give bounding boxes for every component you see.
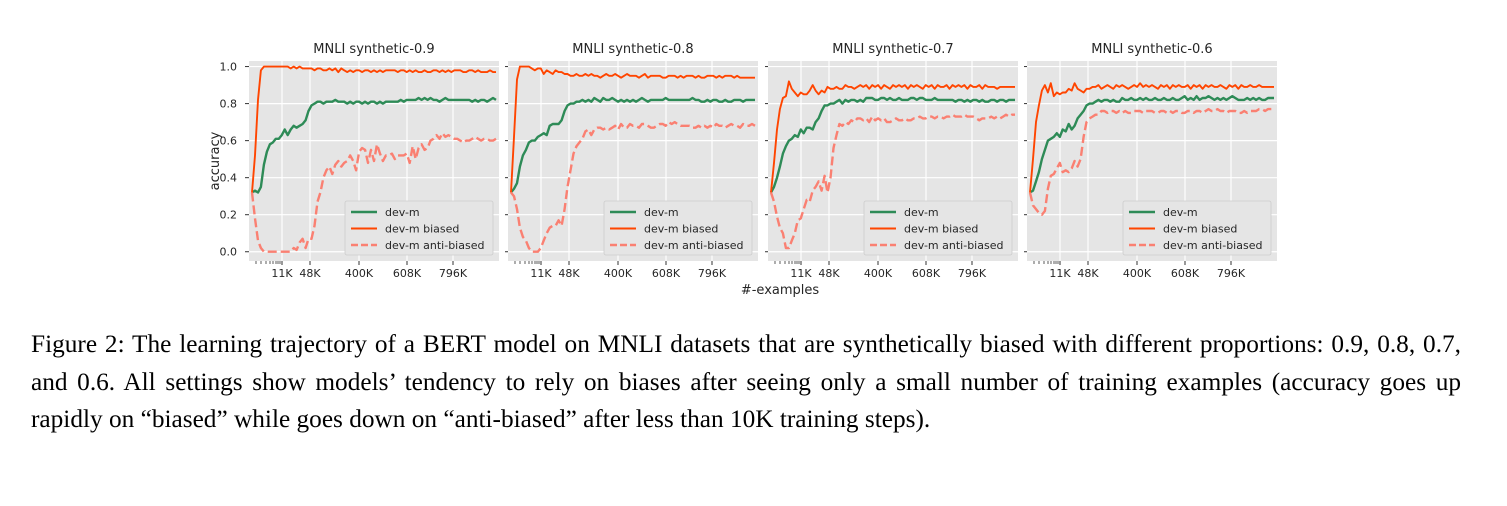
y-tick-label: 0.4 — [220, 172, 238, 185]
x-tick-label: 400K — [1123, 267, 1152, 280]
y-tick-label: 0.2 — [220, 209, 238, 222]
legend-box — [344, 200, 494, 256]
panel-title: MNLI synthetic-0.6 — [1091, 42, 1212, 57]
figure-caption: Figure 2: The learning trajectory of a B… — [31, 330, 1461, 433]
x-tick-label: 400K — [604, 267, 633, 280]
x-tick-label: 11K — [530, 267, 552, 280]
panel-2: 11K 48K 400K 608K 796K MNLI synthetic-0.8 dev-… — [505, 42, 758, 280]
x-axis-label: #-examples — [741, 283, 820, 298]
legend-entry: dev-m anti-biased — [904, 239, 1003, 252]
legend-box — [1122, 200, 1272, 256]
series-line-dev-m-biased — [1029, 82, 1274, 193]
x-tick-label: 400K — [345, 267, 374, 280]
series-line-dev-m-biased — [510, 65, 755, 193]
legend-entry: dev-m biased — [385, 223, 459, 236]
legend-entry: dev-m biased — [644, 223, 718, 236]
panel-title: MNLI synthetic-0.9 — [313, 42, 434, 57]
series-line-dev-m-anti-biased — [510, 120, 756, 253]
x-tick-label: 11K — [790, 267, 812, 280]
x-tick-label: 608K — [393, 267, 422, 280]
panel-title: MNLI synthetic-0.7 — [832, 42, 953, 57]
legend-box — [863, 200, 1013, 256]
panel-title: MNLI synthetic-0.8 — [572, 42, 693, 57]
legend-entry: dev-m anti-biased — [644, 239, 743, 252]
figure-svg: 0.0 0.2 0.4 0.6 0.8 1.0 11K 48K 400K 608K 796K MNLI… — [208, 42, 1277, 298]
x-tick-label: 796K — [958, 267, 987, 280]
series-line-dev-m-anti-biased — [769, 113, 1015, 250]
legend-entry: dev-m biased — [1163, 223, 1237, 236]
legend-box — [603, 200, 753, 256]
x-tick-label: 796K — [698, 267, 727, 280]
series-line-dev-m — [251, 96, 497, 194]
x-tick-label: 400K — [864, 267, 893, 280]
series-line-dev-m-biased — [770, 80, 1015, 193]
x-tick-label: 796K — [439, 267, 468, 280]
x-tick-label: 608K — [912, 267, 941, 280]
y-tick-label: 0.0 — [220, 246, 238, 259]
y-tick-label: 1.0 — [220, 61, 238, 74]
x-tick-label: 48K — [299, 267, 321, 280]
x-tick-label: 48K — [1077, 267, 1099, 280]
y-tick-label: 0.6 — [220, 135, 238, 148]
x-tick-label: 796K — [1217, 267, 1246, 280]
legend-entry: dev-m — [904, 206, 939, 219]
y-tick-label: 0.8 — [220, 98, 238, 111]
panel-4: 11K 48K 400K 608K 796K MNLI synthetic-0.6 dev-… — [1024, 42, 1277, 280]
y-axis-label: accuracy — [208, 131, 223, 190]
legend-entry: dev-m — [385, 206, 420, 219]
x-tick-label: 11K — [1049, 267, 1071, 280]
series-line-dev-m — [510, 96, 755, 194]
panel-3: 11K 48K 400K 608K 796K MNLI synthetic-0.7 dev-… — [765, 42, 1018, 280]
x-tick-label: 608K — [1171, 267, 1200, 280]
x-tick-label: 11K — [271, 267, 293, 280]
legend-entry: dev-m anti-biased — [385, 239, 484, 252]
figure-2-chart-grid: 0.0 0.2 0.4 0.6 0.8 1.0 11K 48K 400K 608K 796K MNLI… — [208, 42, 1277, 298]
series-line-dev-m-anti-biased — [1028, 107, 1274, 216]
x-tick-label: 48K — [558, 267, 580, 280]
x-tick-label: 48K — [818, 267, 840, 280]
legend-entry: dev-m — [644, 206, 679, 219]
series-line-dev-m — [1029, 94, 1274, 194]
legend-entry: dev-m biased — [904, 223, 978, 236]
panel-1: 0.0 0.2 0.4 0.6 0.8 1.0 11K 48K 400K 608K 796K MNLI… — [220, 42, 499, 280]
legend-entry: dev-m — [1163, 206, 1198, 219]
series-line-dev-m-biased — [251, 65, 496, 193]
series-line-dev-m-anti-biased — [250, 131, 497, 253]
series-line-dev-m — [769, 96, 1015, 194]
legend-entry: dev-m anti-biased — [1163, 239, 1262, 252]
x-tick-label: 608K — [652, 267, 681, 280]
